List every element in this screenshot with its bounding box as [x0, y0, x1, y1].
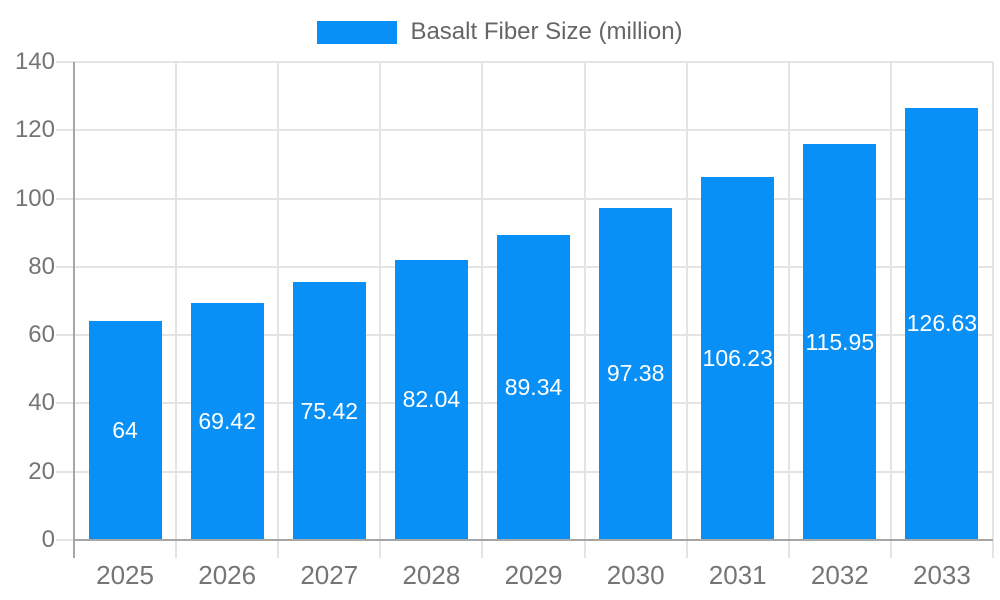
- x-axis-tick-label: 2025: [96, 560, 154, 590]
- y-axis-tick-label: 140: [14, 48, 55, 75]
- x-axis-line: [73, 539, 993, 541]
- bar-value-label: 64: [112, 417, 138, 444]
- bar-value-label: 75.42: [300, 397, 359, 424]
- y-axis-tick-label: 100: [14, 184, 55, 212]
- gridline-vertical: [787, 62, 790, 558]
- gridline-vertical: [277, 62, 280, 558]
- x-axis-tick-label: 2031: [708, 560, 767, 590]
- y-axis-tick-label: 120: [14, 116, 55, 144]
- x-axis-tick-label: 2030: [606, 560, 665, 590]
- legend-label: Basalt Fiber Size (million): [410, 18, 683, 45]
- bar-value-label: 126.63: [906, 310, 978, 337]
- bar-2030[interactable]: 97.38: [599, 207, 673, 540]
- x-axis-tick-label: 2027: [300, 560, 359, 590]
- bar-2033[interactable]: 126.63: [905, 107, 979, 540]
- y-axis-tick-label: 80: [28, 252, 55, 280]
- gridline-vertical: [583, 62, 586, 558]
- bar-2031[interactable]: 106.23: [701, 177, 775, 540]
- legend-swatch-icon: [317, 20, 398, 44]
- x-axis-tick-label: 2029: [504, 560, 563, 590]
- gridline-horizontal: [56, 61, 993, 63]
- gridline-horizontal: [56, 129, 993, 132]
- legend-item[interactable]: Basalt Fiber Size (million): [0, 19, 1000, 45]
- x-axis-tick-label: 2028: [402, 560, 461, 590]
- gridline-vertical: [685, 62, 688, 558]
- bar-value-label: 97.38: [606, 360, 665, 387]
- gridline-vertical: [481, 62, 484, 558]
- gridline-vertical: [379, 62, 382, 558]
- bar-2029[interactable]: 89.34: [497, 234, 570, 540]
- bar-2027[interactable]: 75.42: [292, 282, 366, 540]
- x-axis-tick-label: 2032: [810, 560, 869, 590]
- bar-value-label: 115.95: [805, 328, 875, 355]
- gridline-vertical: [889, 62, 892, 558]
- bar-value-label: 89.34: [504, 373, 563, 400]
- bar-2025[interactable]: 64: [88, 321, 162, 540]
- bar-2026[interactable]: 69.42: [190, 302, 264, 540]
- gridline-horizontal: [56, 197, 993, 200]
- bar-2028[interactable]: 82.04: [394, 259, 468, 540]
- y-axis-tick-label: 40: [28, 389, 55, 417]
- y-axis-tick-label: 20: [28, 457, 55, 485]
- x-axis-tick-label: 2033: [913, 560, 971, 590]
- gridline-vertical: [175, 62, 178, 558]
- bar-value-label: 82.04: [402, 386, 461, 413]
- gridline-vertical: [992, 62, 994, 558]
- bar-2032[interactable]: 115.95: [803, 144, 877, 540]
- bar-value-label: 106.23: [702, 345, 773, 372]
- y-axis-line: [73, 62, 75, 558]
- x-axis-tick-label: 2026: [198, 560, 257, 590]
- y-axis-tick-label: 0: [41, 526, 55, 553]
- y-axis-tick-label: 60: [28, 321, 55, 349]
- bar-value-label: 69.42: [198, 407, 256, 434]
